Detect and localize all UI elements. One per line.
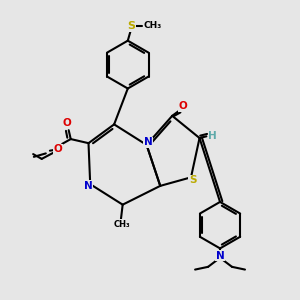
Text: N: N (216, 251, 224, 261)
Text: CH₃: CH₃ (113, 220, 130, 229)
Text: H: H (208, 131, 217, 141)
Text: O: O (178, 101, 187, 111)
Text: S: S (128, 21, 136, 31)
Text: O: O (54, 144, 62, 154)
Text: S: S (189, 175, 196, 185)
Text: O: O (62, 118, 71, 128)
Text: CH₃: CH₃ (144, 22, 162, 31)
Text: N: N (84, 181, 93, 191)
Text: N: N (144, 137, 153, 147)
